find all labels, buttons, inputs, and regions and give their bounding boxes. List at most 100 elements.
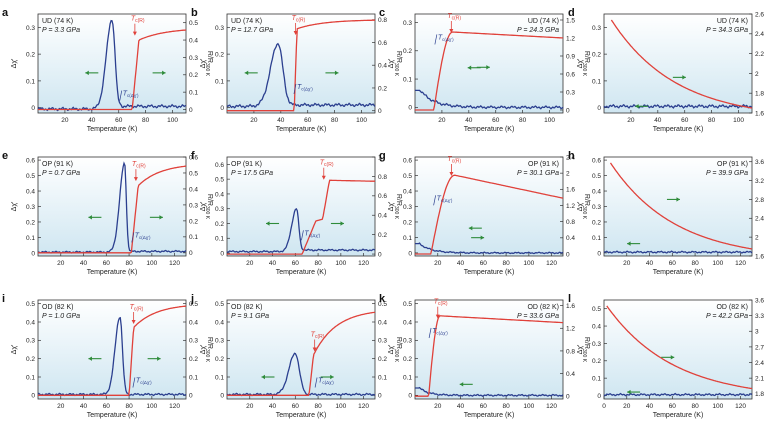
tc-r-label-sub: c(R) <box>438 301 448 307</box>
x-tick-label: 80 <box>502 403 510 410</box>
tc-r-arrowhead <box>449 29 454 33</box>
y-right-tick-label: 0.1 <box>189 234 198 241</box>
x-tick-label: 100 <box>356 117 367 124</box>
tc-chi-label-sub: c(Δχ′) <box>309 233 321 238</box>
resistance-curve <box>609 162 753 250</box>
panel-letter: a <box>2 7 9 19</box>
y-right-tick-label: 0 <box>378 393 382 400</box>
x-tick-label: 40 <box>277 117 285 124</box>
y-left-tick-label: 0.5 <box>215 301 224 308</box>
y-left-tick-label: 0.1 <box>403 235 412 242</box>
y-right-tick-label: 0.4 <box>566 371 575 378</box>
x-tick-label: 60 <box>292 403 300 410</box>
chi-curve <box>37 19 187 112</box>
x-tick-label: 100 <box>167 117 178 124</box>
y-right-tick-label: 0.2 <box>378 356 387 363</box>
tc-chi-label-sub: c(Δχ′) <box>139 235 151 240</box>
axis-arrowhead <box>244 70 249 76</box>
plot-frame <box>37 299 187 400</box>
tc-chi-label: Tc(Δχ′) <box>297 84 313 92</box>
resistance-curve <box>415 315 563 397</box>
axis-arrowhead <box>467 65 472 70</box>
y-right-tick-label: 0.1 <box>189 90 198 97</box>
panel-letter: k <box>379 293 386 305</box>
tc-r-label-sub: c(R) <box>296 17 306 23</box>
tc-chi-pointer <box>301 230 304 241</box>
x-tick-label: 20 <box>438 117 446 124</box>
tc-r-label-sub: c(R) <box>134 307 144 313</box>
y-left-axis-label: Δχ′ <box>11 201 18 211</box>
y-right-tick-label: 3.3 <box>755 313 764 320</box>
axis-arrowhead <box>670 355 675 360</box>
tc-r-label: Tc(R) <box>447 156 461 165</box>
y-left-tick-label: 0.1 <box>592 78 601 85</box>
panel-b: b UD (74 K) P = 12.7 GPa 20 40 60 80 100 Tempera… <box>191 7 402 133</box>
panel-e: e OP (91 K) P = 0.7 GPa 20 40 60 80 100 120 Tempe… <box>2 150 213 276</box>
axis-arrowhead <box>627 241 631 246</box>
y-right-tick-label: 1.8 <box>755 391 764 398</box>
x-tick-label: 80 <box>519 117 527 124</box>
y-left-tick-label: 0.4 <box>592 323 601 330</box>
panel-a: a UD (74 K) P = 3.3 GPa 20 40 60 80 100 Temperat… <box>2 7 213 133</box>
axis-arrowhead <box>468 225 473 231</box>
tc-r-label-sub: c(R) <box>136 164 146 170</box>
tc-chi-label: Tc(Δχ′) <box>136 378 152 386</box>
y-right-tick-label: 0.2 <box>189 72 198 79</box>
y-left-tick-label: 0.4 <box>403 319 412 326</box>
pressure-label: P = 34.3 GPa <box>706 27 748 34</box>
y-left-tick-label: 0.6 <box>592 157 601 164</box>
tc-chi-label: Tc(Δχ′) <box>123 91 139 99</box>
x-tick-label: 80 <box>314 403 322 410</box>
axis-arrowhead <box>459 382 464 387</box>
axis-arrowhead <box>627 389 631 395</box>
x-tick-label: 60 <box>480 403 488 410</box>
x-tick-label: 80 <box>331 117 339 124</box>
sample-label: OD (82 K) <box>231 304 263 311</box>
tc-chi-label: Tc(Δχ′) <box>304 230 320 238</box>
axis-arrowhead <box>480 235 485 240</box>
x-tick-label: 80 <box>708 117 716 124</box>
x-tick-label: 60 <box>103 260 111 267</box>
y-right-tick-label: 0.6 <box>378 193 387 200</box>
y-right-axis-label: R/R300 K <box>393 194 402 220</box>
x-tick-label: 120 <box>358 403 369 410</box>
axis-arrowhead <box>88 356 92 361</box>
plot-frame <box>37 13 187 114</box>
x-tick-label: 60 <box>669 260 677 267</box>
tc-chi-label: Tc(Δχ′) <box>318 378 334 386</box>
x-tick-label: 100 <box>523 260 534 267</box>
plot-frame <box>603 13 753 114</box>
y-left-tick-label: 0 <box>220 105 224 112</box>
y-left-tick-label: 0.2 <box>403 48 412 55</box>
tc-chi-pointer <box>428 327 432 339</box>
y-right-tick-label: 0.3 <box>566 89 575 96</box>
y-right-tick-label: 1.6 <box>755 110 764 117</box>
x-tick-label: 100 <box>544 117 555 124</box>
plot-background <box>415 14 563 113</box>
x-tick-label: 40 <box>646 403 654 410</box>
y-right-tick-label: 0.6 <box>378 40 387 47</box>
y-right-tick-label: 0.6 <box>566 71 575 78</box>
tc-chi-label-sub: c(Δχ′) <box>436 331 448 336</box>
resistance-curve <box>415 174 564 255</box>
y-right-tick-label: 0.8 <box>566 348 575 355</box>
y-right-axis-label-sub: 300 K <box>204 63 210 77</box>
y-right-tick-label: 2.4 <box>755 216 764 223</box>
y-right-tick-label: 0.4 <box>566 235 575 242</box>
y-left-tick-label: 0.5 <box>26 173 35 180</box>
panel-letter: j <box>190 293 194 305</box>
y-left-tick-label: 0.3 <box>403 204 412 211</box>
y-right-tick-label: 0.8 <box>566 219 575 226</box>
panel-letter: d <box>568 7 575 19</box>
y-left-tick-label: 0.2 <box>26 52 35 59</box>
panel-letter: c <box>379 7 385 19</box>
tc-r-label-sub: c(R) <box>452 16 462 22</box>
y-left-tick-label: 0.4 <box>403 188 412 195</box>
chi-curve <box>226 42 376 109</box>
y-right-tick-label: 3.2 <box>755 178 764 185</box>
y-left-axis-label: Δχ′ <box>388 201 395 211</box>
y-left-tick-label: 0.5 <box>403 301 412 308</box>
